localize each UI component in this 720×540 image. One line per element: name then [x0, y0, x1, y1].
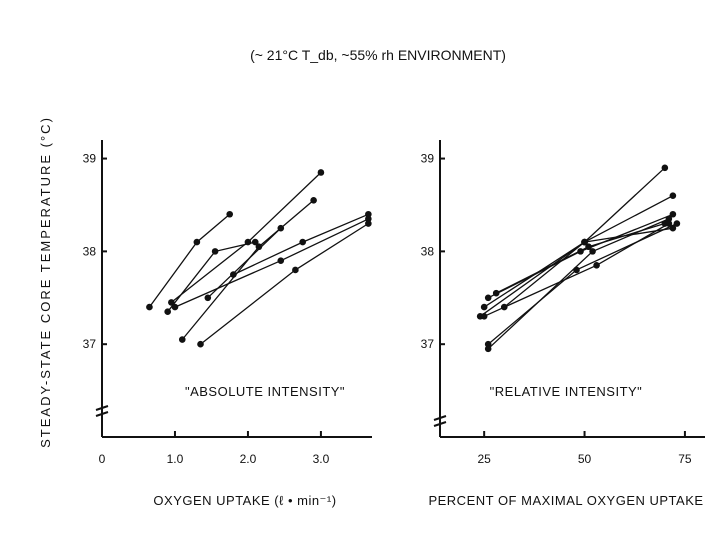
right-data-point [480, 313, 488, 320]
left-data-point [171, 303, 179, 311]
left-data-point [230, 271, 237, 278]
left-data-point [299, 238, 306, 246]
left-panel: "ABSOLUTE INTENSITY" OXYGEN UPTAKE (ℓ • … [83, 140, 372, 508]
left-data-point [211, 248, 219, 255]
left-data-point [168, 299, 175, 306]
right-data-point [573, 266, 580, 274]
right-data-point [669, 224, 677, 232]
right-axis-break [433, 415, 447, 427]
left-series-line-2 [167, 241, 256, 313]
right-data-point [673, 220, 681, 227]
right-data-point [593, 261, 600, 269]
right-x-tick-label: 75 [678, 452, 692, 466]
right-data-point [484, 340, 492, 348]
left-series-line-3 [170, 172, 322, 303]
right-data-point [484, 294, 492, 302]
right-data-point [661, 164, 669, 172]
left-data-point [365, 215, 372, 223]
left-series-line-6 [207, 227, 282, 299]
left-data-point [277, 257, 285, 264]
left-data-point [292, 266, 299, 274]
y-axis-label: STEADY-STATE CORE TEMPERATURE (°C) [38, 116, 53, 448]
right-data-point [669, 210, 677, 218]
left-data-point [244, 238, 252, 246]
right-data-point [585, 243, 592, 251]
left-data-point [365, 210, 372, 218]
left-series-line-1 [148, 213, 231, 308]
left-x-axis-label: OXYGEN UPTAKE (ℓ • min⁻¹) [153, 493, 336, 508]
left-y-tick-label: 37 [83, 337, 97, 351]
left-data-point [226, 210, 234, 218]
figure-title: (~ 21°C T_db, ~55% rh ENVIRONMENT) [250, 47, 506, 63]
left-x-tick-label: 2.0 [240, 452, 257, 466]
left-data-point [178, 336, 186, 343]
left-panel-annotation: "ABSOLUTE INTENSITY" [185, 384, 345, 399]
right-data-point [480, 303, 488, 311]
left-data-point [365, 220, 372, 227]
right-data-point [661, 220, 669, 227]
right-x-tick-label: 25 [477, 452, 491, 466]
left-series-line-7 [200, 222, 369, 345]
right-series-line-4 [487, 213, 674, 299]
left-y-tick-label: 38 [83, 244, 97, 258]
left-data-point [146, 303, 153, 311]
right-y-tick-label: 38 [421, 244, 435, 258]
left-data-point [251, 238, 259, 246]
left-data-point [164, 308, 171, 316]
right-x-tick-label: 50 [578, 452, 592, 466]
left-x-tick-label: 1.0 [167, 452, 184, 466]
right-x-axis-label: PERCENT OF MAXIMAL OXYGEN UPTAKE [428, 493, 703, 508]
right-panel-annotation: "RELATIVE INTENSITY" [490, 384, 643, 399]
right-data-point [581, 238, 588, 246]
left-data-point [204, 294, 212, 302]
left-data-point [197, 340, 204, 348]
left-data-point [277, 224, 285, 232]
right-y-tick-label: 37 [421, 337, 435, 351]
left-data-point [317, 169, 325, 176]
right-panel: "RELATIVE INTENSITY" PERCENT OF MAXIMAL … [421, 140, 705, 508]
right-y-tick-label: 39 [421, 152, 435, 166]
left-data-point [310, 197, 317, 204]
right-data-point [492, 289, 500, 297]
left-x-tick-label: 3.0 [313, 452, 330, 466]
left-series-line-4 [174, 218, 369, 308]
left-axis-break [95, 405, 109, 417]
left-x-tick-label: 0 [99, 452, 106, 466]
right-data-point [665, 215, 673, 223]
left-y-tick-label: 39 [83, 152, 97, 166]
right-data-point [589, 248, 596, 255]
right-data-point [669, 192, 677, 199]
left-data-point [193, 238, 201, 246]
right-data-point [484, 345, 492, 353]
